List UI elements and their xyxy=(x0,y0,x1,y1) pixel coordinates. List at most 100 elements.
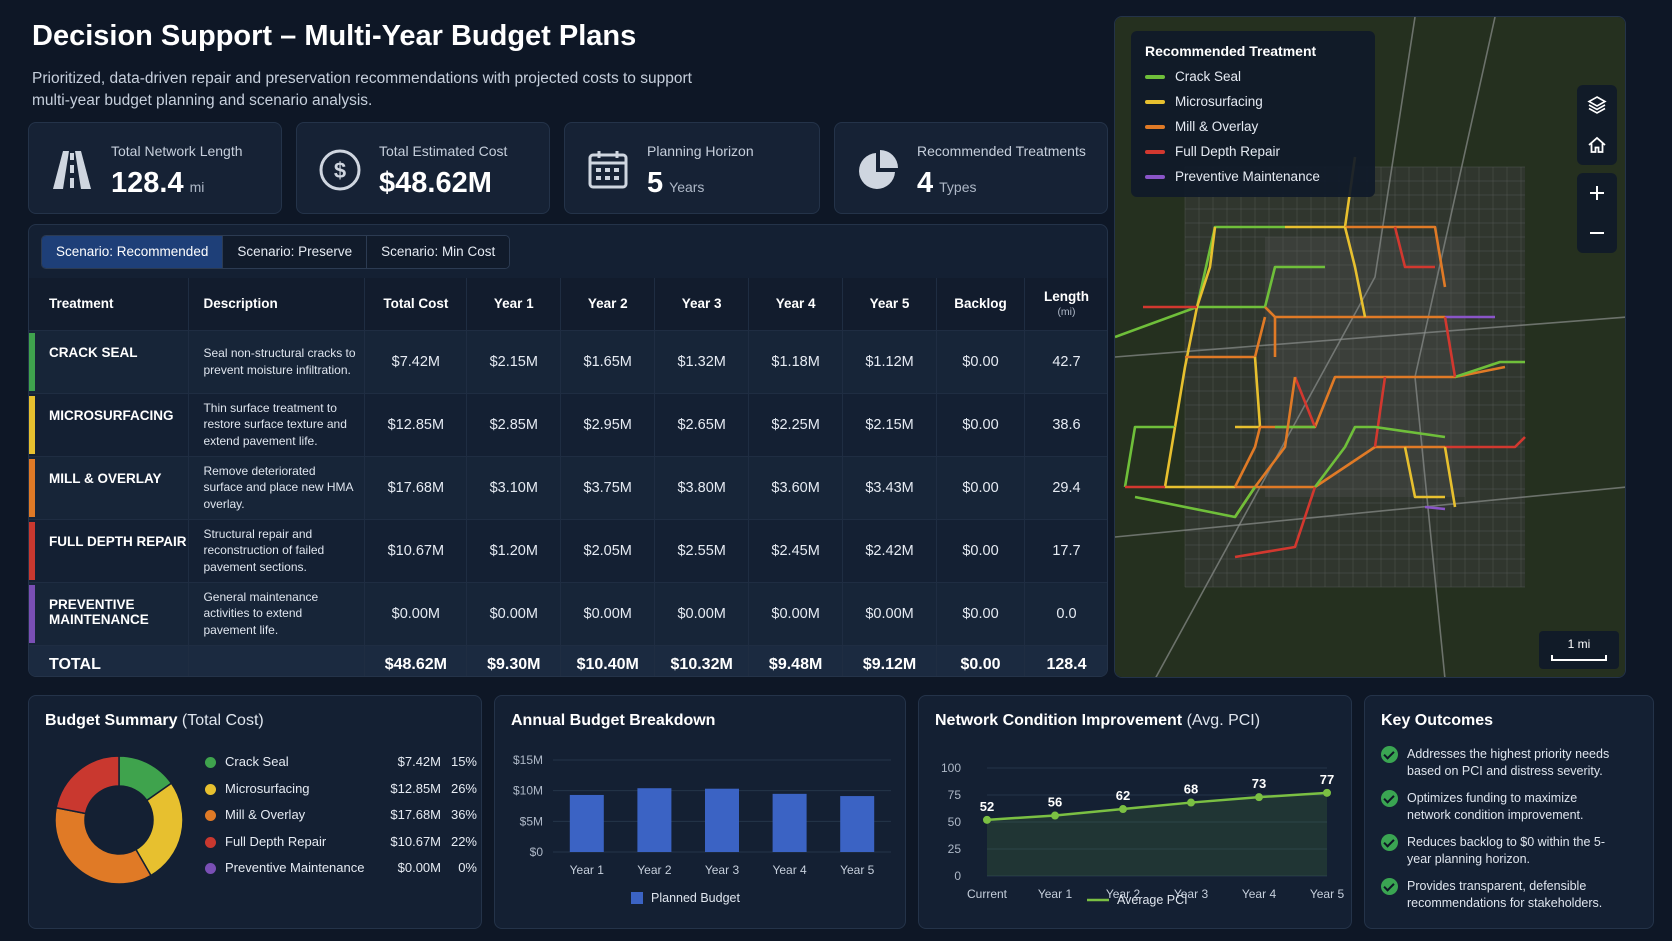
total-y2: $10.40M xyxy=(560,644,656,676)
header-year-2[interactable]: Year 2 xyxy=(560,278,656,330)
treatment-segment[interactable] xyxy=(1313,425,1446,488)
x-tick-label: Year 4 xyxy=(772,863,807,877)
table-row[interactable]: CRACK SEAL Seal non-structural cracks to … xyxy=(29,329,1107,393)
map-scale-line xyxy=(1551,655,1607,661)
page-subtitle: Prioritized, data-driven repair and pres… xyxy=(32,70,692,109)
layers-button[interactable] xyxy=(1577,85,1617,125)
kpi-estimated-cost: $ Total Estimated Cost $48.62M xyxy=(296,122,550,214)
cell-y2: $2.05M xyxy=(560,518,656,582)
budget-item-label: Microsurfacing xyxy=(225,780,310,796)
highway xyxy=(1155,17,1416,677)
kpi-network-length: Total Network Length 128.4 mi xyxy=(28,122,282,214)
bar[interactable] xyxy=(637,788,672,852)
cell-y1: $2.85M xyxy=(466,392,562,456)
bar[interactable] xyxy=(840,796,875,852)
cell-y1: $0.00M xyxy=(466,581,562,645)
treatment-segment[interactable] xyxy=(1134,486,1257,519)
annual-budget-bar-chart: $0 $5M $10M $15M Year 1 Year 2 Year 3 Year 4 Yea… xyxy=(513,753,891,905)
treatment-segment[interactable] xyxy=(1443,446,1457,508)
pci-point[interactable] xyxy=(1323,788,1331,797)
y-tick-label: 100 xyxy=(941,761,961,775)
cell-total: $12.85M xyxy=(364,392,468,456)
treatment-segment[interactable] xyxy=(1443,316,1457,378)
dollar-icon: $ xyxy=(319,149,361,191)
header-length[interactable]: Length (mi) xyxy=(1024,278,1107,330)
pci-point[interactable] xyxy=(983,815,991,824)
outcome-item: Optimizes funding to maximize network co… xyxy=(1381,790,1621,824)
treatment-segment[interactable] xyxy=(1264,306,1445,319)
cell-y2: $0.00M xyxy=(560,581,656,645)
kpi-planning-horizon: Planning Horizon 5 Years xyxy=(564,122,820,214)
treatment-segment[interactable] xyxy=(1233,426,1262,488)
header-backlog[interactable]: Backlog xyxy=(936,278,1025,330)
budget-item-amount: $0.00M xyxy=(397,860,441,875)
cell-y3: $2.55M xyxy=(654,518,750,582)
layers-icon xyxy=(1587,96,1607,114)
legend-label: Planned Budget xyxy=(651,891,740,905)
header-description[interactable]: Description xyxy=(188,278,366,330)
legend-swatch xyxy=(1145,150,1165,155)
treatment-segment[interactable] xyxy=(1403,446,1445,499)
kpi-value: $48.62M xyxy=(379,167,492,199)
header-year-3[interactable]: Year 3 xyxy=(654,278,750,330)
y-tick-label: 25 xyxy=(948,842,962,856)
table-row[interactable]: MICROSURFACING Thin surface treatment to … xyxy=(29,392,1107,456)
x-tick-label: Year 2 xyxy=(637,863,672,877)
cell-backlog: $0.00 xyxy=(936,392,1025,456)
kpi-unit: mi xyxy=(189,179,205,195)
tab-scenario-min-cost[interactable]: Scenario: Min Cost xyxy=(367,236,510,268)
treatment-segment[interactable] xyxy=(1373,376,1387,448)
header-treatment[interactable]: Treatment xyxy=(29,278,190,330)
treatment-segment[interactable] xyxy=(1424,505,1446,511)
treatment-segment[interactable] xyxy=(1123,425,1175,488)
treatment-segment[interactable] xyxy=(1293,376,1317,428)
treatment-segment[interactable] xyxy=(1393,226,1435,269)
cell-y1: $2.15M xyxy=(466,329,562,393)
network-map[interactable]: Recommended Treatment Crack Seal Microsu… xyxy=(1114,16,1626,678)
table-row[interactable]: FULL DEPTH REPAIR Structural repair and r… xyxy=(29,518,1107,582)
zoom-out-button[interactable] xyxy=(1577,213,1617,253)
treatment-segment[interactable] xyxy=(1115,225,1285,339)
pci-data-label: 73 xyxy=(1252,776,1266,791)
cell-length: 0.0 xyxy=(1024,581,1107,645)
treatment-segment[interactable] xyxy=(1197,265,1325,309)
cell-y1: $3.10M xyxy=(466,455,562,519)
pci-point[interactable] xyxy=(1119,805,1127,814)
y-tick-label: 50 xyxy=(948,815,962,829)
budget-item-label: Crack Seal xyxy=(225,754,289,769)
kpi-label: Planning Horizon xyxy=(647,143,754,159)
treatment-segment[interactable] xyxy=(1235,445,1445,489)
treatment-segment[interactable] xyxy=(1454,360,1525,379)
x-tick-label: Year 1 xyxy=(1038,887,1073,901)
header-total-cost[interactable]: Total Cost xyxy=(364,278,468,330)
pci-point[interactable] xyxy=(1051,811,1059,820)
treatment-segment[interactable] xyxy=(1343,226,1367,318)
treatment-segment[interactable] xyxy=(1445,436,1526,449)
pci-point[interactable] xyxy=(1187,798,1195,807)
zoom-in-button[interactable] xyxy=(1577,173,1617,213)
bar[interactable] xyxy=(569,794,604,852)
home-button[interactable] xyxy=(1577,125,1617,165)
highway xyxy=(1115,316,1625,358)
budget-item: Microsurfacing $12.85M 26% xyxy=(205,781,477,801)
donut-slice[interactable] xyxy=(55,755,120,815)
treatment-color-bar xyxy=(29,458,35,517)
tab-scenario-preserve[interactable]: Scenario: Preserve xyxy=(223,236,368,268)
bar[interactable] xyxy=(772,793,807,852)
pci-point[interactable] xyxy=(1255,793,1263,802)
tab-scenario-recommended[interactable]: Scenario: Recommended xyxy=(42,236,224,268)
donut-slice[interactable] xyxy=(54,806,152,885)
table-row[interactable]: MILL & OVERLAY Remove deteriorated surfac… xyxy=(29,455,1107,519)
treatment-segment[interactable] xyxy=(1234,486,1317,559)
header-year-1[interactable]: Year 1 xyxy=(466,278,562,330)
bar[interactable] xyxy=(705,788,739,852)
table-row[interactable]: PREVENTIVE MAINTENANCE General maintenanc… xyxy=(29,581,1107,645)
zoom-out-icon xyxy=(1590,232,1604,234)
header-year-4[interactable]: Year 4 xyxy=(748,278,844,330)
treatment-segment[interactable] xyxy=(1345,225,1447,288)
map-canvas[interactable] xyxy=(1115,17,1626,678)
budget-item-label: Preventive Maintenance xyxy=(225,860,365,875)
cell-length: 42.7 xyxy=(1024,329,1107,393)
cell-y3: $1.32M xyxy=(654,329,750,393)
header-year-5[interactable]: Year 5 xyxy=(842,278,938,330)
